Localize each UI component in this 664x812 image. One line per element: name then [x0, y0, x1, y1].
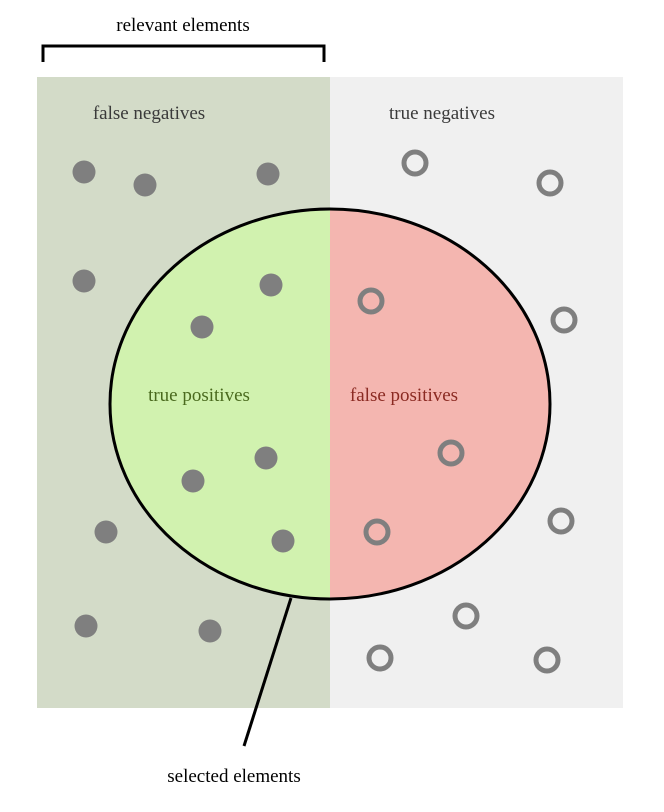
selected-elements-label: selected elements [167, 766, 300, 787]
true-negative-rings [366, 149, 578, 674]
false-negative-dot [256, 162, 280, 186]
true-positive-dot [190, 315, 214, 339]
true-negative-ring [536, 169, 564, 197]
false-positive-ring [357, 287, 385, 315]
true-negative-ring [401, 149, 429, 177]
true-positive-dot [254, 446, 278, 470]
true-negative-ring [547, 507, 575, 535]
true-positive-dot [181, 469, 205, 493]
false-positives-label: false positives [350, 385, 458, 406]
true-positive-dot [259, 273, 283, 297]
true-positives-label: true positives [148, 385, 250, 406]
false-negative-dot [198, 619, 222, 643]
true-negative-ring [550, 306, 578, 334]
false-negative-dot [271, 529, 295, 553]
false-negative-dots [72, 160, 295, 643]
relevant-bracket [41, 44, 326, 62]
false-negative-dot [94, 520, 118, 544]
false-negative-dot [133, 173, 157, 197]
relevant-elements-label: relevant elements [116, 15, 249, 36]
true-negative-ring [533, 646, 561, 674]
false-negatives-label: false negatives [93, 103, 205, 124]
false-positive-ring [437, 439, 465, 467]
true-positive-dots [181, 273, 283, 493]
false-positive-ring [363, 518, 391, 546]
false-negative-dot [72, 160, 96, 184]
selected-pointer-line [242, 597, 293, 747]
selected-ellipse-outline [108, 207, 552, 601]
true-negative-ring [366, 644, 394, 672]
false-positive-rings [357, 287, 465, 546]
false-negative-dot [72, 269, 96, 293]
false-negative-dot [74, 614, 98, 638]
true-negatives-label: true negatives [389, 103, 495, 124]
true-negative-ring [452, 602, 480, 630]
